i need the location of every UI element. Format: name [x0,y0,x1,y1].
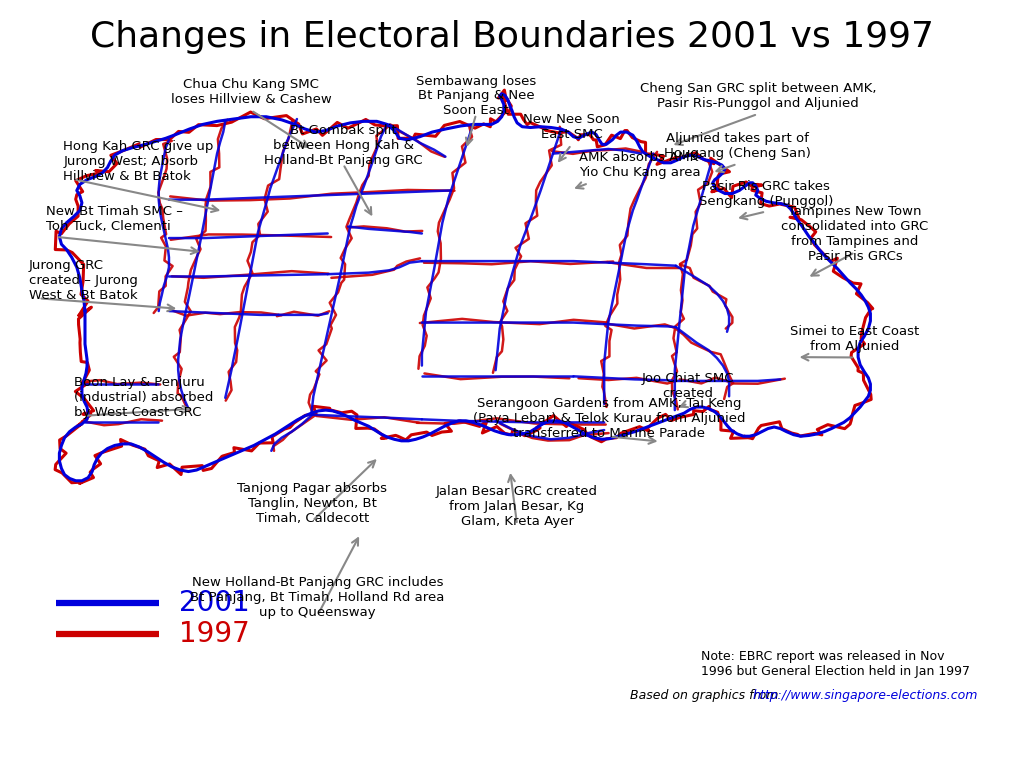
Text: http://www.singapore-elections.com: http://www.singapore-elections.com [753,689,978,701]
Text: Hong Kah GRC give up
Jurong West; Absorb
Hillview & Bt Batok: Hong Kah GRC give up Jurong West; Absorb… [63,140,214,183]
Text: Note: EBRC report was released in Nov
1996 but General Election held in Jan 1997: Note: EBRC report was released in Nov 19… [701,650,971,678]
Text: Simei to East Coast
from Aljunied: Simei to East Coast from Aljunied [791,326,920,353]
Text: 1997: 1997 [179,620,250,647]
Text: New Nee Soon
East SMC: New Nee Soon East SMC [523,113,620,141]
Text: Serangoon Gardens from AMK; Tai Keng
(Paya Lebar) & Telok Kurau from Aljunied
tr: Serangoon Gardens from AMK; Tai Keng (Pa… [473,397,745,440]
Text: Tampines New Town
consolidated into GRC
from Tampines and
Pasir Ris GRCs: Tampines New Town consolidated into GRC … [781,205,929,263]
Text: Based on graphics from: Based on graphics from [630,689,782,701]
Text: 2001: 2001 [179,589,250,617]
Text: Chua Chu Kang SMC
loses Hillview & Cashew: Chua Chu Kang SMC loses Hillview & Cashe… [171,78,331,106]
Text: AMK absorbs AMK-
Yio Chu Kang area: AMK absorbs AMK- Yio Chu Kang area [579,151,701,179]
Text: New Bt Timah SMC –
Toh Tuck, Clementi: New Bt Timah SMC – Toh Tuck, Clementi [46,205,183,233]
Text: New Holland-Bt Panjang GRC includes
Bt Panjang, Bt Timah, Holland Rd area
up to : New Holland-Bt Panjang GRC includes Bt P… [190,576,444,619]
Text: Joo Chiat SMC
created: Joo Chiat SMC created [642,372,734,399]
Text: Jurong GRC
created – Jurong
West & Bt Batok: Jurong GRC created – Jurong West & Bt Ba… [29,259,137,302]
Text: Boon Lay & Penjuru
(industrial) absorbed
by West Coast GRC: Boon Lay & Penjuru (industrial) absorbed… [74,376,213,419]
Text: Sembawang loses
Bt Panjang & Nee
Soon East: Sembawang loses Bt Panjang & Nee Soon Ea… [416,74,537,118]
Text: Pasir Ris GRC takes
Sengkang (Punggol): Pasir Ris GRC takes Sengkang (Punggol) [698,180,834,207]
Text: Cheng San GRC split between AMK,
Pasir Ris-Punggol and Aljunied: Cheng San GRC split between AMK, Pasir R… [640,82,876,110]
Text: Bt Gombak split
between Hong Kah &
Holland-Bt Panjang GRC: Bt Gombak split between Hong Kah & Holla… [264,124,422,167]
Text: Aljunied takes part of
Hougang (Cheng San): Aljunied takes part of Hougang (Cheng Sa… [664,132,811,160]
Text: Changes in Electoral Boundaries 2001 vs 1997: Changes in Electoral Boundaries 2001 vs … [90,20,934,54]
Text: Jalan Besar GRC created
from Jalan Besar, Kg
Glam, Kreta Ayer: Jalan Besar GRC created from Jalan Besar… [436,485,598,528]
Text: Tanjong Pagar absorbs
Tanglin, Newton, Bt
Timah, Caldecott: Tanjong Pagar absorbs Tanglin, Newton, B… [238,482,387,525]
